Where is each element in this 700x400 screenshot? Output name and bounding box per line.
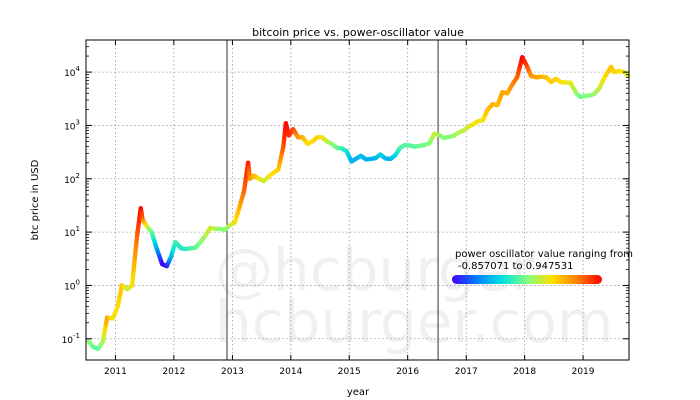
y-tick-label: 100 (64, 278, 80, 292)
watermark-line: hcburger.com (215, 288, 613, 356)
halving-lines (226, 40, 439, 360)
x-axis-label: year (347, 387, 370, 398)
y-tick-label: 101 (64, 225, 80, 239)
grid (86, 40, 629, 360)
colorbar (452, 275, 602, 284)
x-axis-ticks: 2011 2012 2013 2014 2015 2016 2017 2018 2019 (104, 40, 595, 377)
colorbar-legend: power oscillator value ranging from -0.8… (452, 249, 633, 284)
watermark-line: @hcburger (215, 236, 535, 304)
y-axis-label: btc price in USD (30, 159, 41, 240)
y-tick-label: 103 (64, 118, 80, 132)
x-tick-label: 2012 (162, 367, 185, 377)
x-tick-label: 2015 (338, 367, 361, 377)
x-tick-label: 2016 (396, 367, 419, 377)
chart-title: bitcoin price vs. power-oscillator value (252, 26, 464, 39)
y-tick-label: 10-1 (62, 332, 80, 346)
x-tick-label: 2011 (104, 367, 127, 377)
legend-title: power oscillator value ranging from (455, 249, 633, 260)
y-axis-ticks: 10-1 100 101 102 103 104 (62, 39, 629, 346)
y-tick-label: 104 (64, 65, 80, 79)
y-tick-label: 102 (64, 172, 80, 186)
legend-range: -0.857071 to 0.947531 (458, 261, 573, 272)
x-tick-label: 2014 (279, 367, 302, 377)
x-tick-label: 2019 (572, 367, 595, 377)
x-tick-label: 2018 (513, 367, 536, 377)
x-tick-label: 2013 (221, 367, 244, 377)
x-tick-label: 2017 (455, 367, 478, 377)
price-points (86, 55, 631, 351)
plot-background (86, 40, 629, 360)
